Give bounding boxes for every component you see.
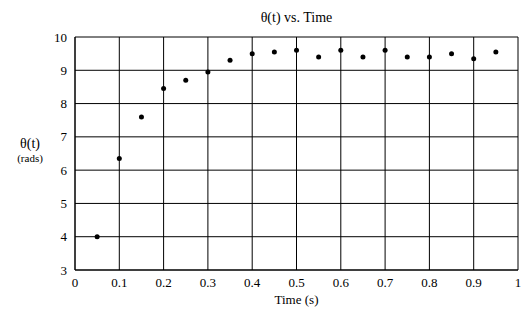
svg-text:0.1: 0.1: [111, 275, 127, 290]
svg-text:Time (s): Time (s): [275, 292, 319, 307]
html-text:θ(t): θ(t): [20, 136, 40, 151]
svg-text:0.3: 0.3: [200, 275, 216, 290]
svg-text:6: 6: [61, 163, 68, 178]
html-text:θ(t) vs. Time: θ(t) vs. Time: [260, 10, 333, 25]
svg-text:0.7: 0.7: [377, 275, 394, 290]
svg-text:0.8: 0.8: [421, 275, 437, 290]
svg-text:0: 0: [72, 275, 79, 290]
svg-text:0.6: 0.6: [333, 275, 350, 290]
svg-text:8: 8: [61, 96, 68, 111]
svg-text:0.4: 0.4: [244, 275, 261, 290]
svg-text:0.9: 0.9: [466, 275, 482, 290]
svg-text:10: 10: [54, 30, 67, 45]
svg-text:1: 1: [515, 275, 522, 290]
svg-text:0.2: 0.2: [155, 275, 171, 290]
svg-text:7: 7: [61, 129, 68, 144]
html-text:(rads): (rads): [17, 152, 43, 164]
svg-text:9: 9: [61, 63, 68, 78]
svg-text:5: 5: [61, 196, 68, 211]
svg-text:0.5: 0.5: [288, 275, 304, 290]
svg-text:4: 4: [61, 229, 68, 244]
svg-text:3: 3: [61, 263, 68, 278]
